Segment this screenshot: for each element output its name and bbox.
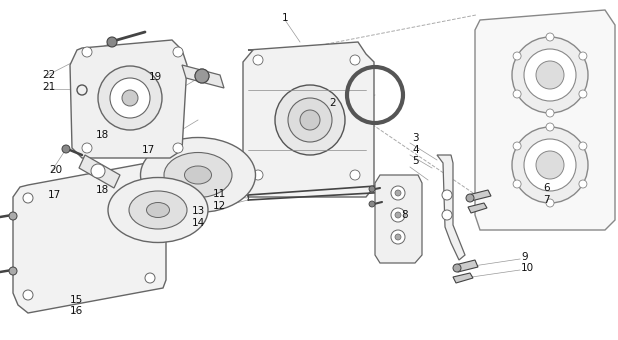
Text: 17: 17 [142, 145, 155, 155]
Circle shape [350, 55, 360, 65]
Circle shape [395, 190, 401, 196]
Text: 11: 11 [213, 189, 226, 199]
Text: 22: 22 [42, 70, 55, 80]
Circle shape [300, 110, 320, 130]
Circle shape [386, 182, 398, 194]
Text: 3: 3 [412, 133, 418, 143]
Circle shape [195, 69, 209, 83]
Circle shape [253, 170, 263, 180]
Text: 10: 10 [521, 263, 534, 273]
Circle shape [395, 212, 401, 218]
Circle shape [466, 194, 474, 202]
Polygon shape [455, 260, 478, 272]
Circle shape [513, 90, 521, 98]
Text: 12: 12 [213, 201, 226, 211]
Text: 8: 8 [401, 210, 408, 220]
Circle shape [453, 264, 461, 272]
Circle shape [9, 212, 17, 220]
Circle shape [391, 208, 405, 222]
Ellipse shape [146, 203, 169, 218]
Ellipse shape [185, 166, 211, 184]
Circle shape [536, 61, 564, 89]
Circle shape [82, 47, 92, 57]
Circle shape [546, 109, 554, 117]
Ellipse shape [140, 137, 255, 212]
Text: 2: 2 [329, 98, 336, 108]
Circle shape [546, 123, 554, 131]
Circle shape [524, 139, 576, 191]
Circle shape [546, 33, 554, 41]
Circle shape [9, 267, 17, 275]
Circle shape [512, 127, 588, 203]
Polygon shape [182, 65, 224, 88]
Polygon shape [13, 160, 166, 313]
Circle shape [253, 55, 263, 65]
Circle shape [536, 151, 564, 179]
Circle shape [513, 142, 521, 150]
Polygon shape [70, 40, 187, 158]
Circle shape [579, 52, 587, 60]
Text: 18: 18 [96, 130, 109, 140]
Circle shape [369, 186, 375, 192]
Circle shape [173, 143, 183, 153]
Circle shape [579, 90, 587, 98]
Circle shape [173, 47, 183, 57]
Text: 13: 13 [192, 206, 205, 216]
Circle shape [546, 199, 554, 207]
Ellipse shape [129, 191, 187, 229]
Circle shape [512, 37, 588, 113]
Polygon shape [375, 175, 422, 263]
Circle shape [275, 85, 345, 155]
Circle shape [524, 49, 576, 101]
Circle shape [442, 210, 452, 220]
Polygon shape [468, 190, 491, 201]
Text: 4: 4 [412, 145, 418, 155]
Text: 5: 5 [412, 156, 418, 166]
Text: 15: 15 [70, 295, 83, 305]
Text: 9: 9 [521, 252, 528, 262]
Polygon shape [243, 42, 374, 197]
Ellipse shape [108, 177, 208, 242]
Circle shape [23, 290, 33, 300]
Polygon shape [453, 273, 473, 283]
Text: 21: 21 [42, 82, 55, 92]
Circle shape [395, 234, 401, 240]
Circle shape [23, 193, 33, 203]
Circle shape [391, 186, 405, 200]
Polygon shape [468, 203, 487, 213]
Circle shape [110, 78, 150, 118]
Circle shape [442, 190, 452, 200]
Circle shape [145, 163, 155, 173]
Circle shape [350, 170, 360, 180]
Polygon shape [437, 155, 465, 260]
Polygon shape [475, 10, 615, 230]
Text: 1: 1 [282, 13, 289, 23]
Circle shape [391, 230, 405, 244]
Text: 17: 17 [48, 190, 61, 200]
Text: 7: 7 [543, 195, 549, 205]
Text: 16: 16 [70, 306, 83, 316]
Circle shape [145, 273, 155, 283]
Circle shape [107, 37, 117, 47]
Circle shape [195, 69, 209, 83]
Text: 6: 6 [543, 183, 549, 193]
Circle shape [369, 201, 375, 207]
Text: 19: 19 [149, 72, 163, 82]
Circle shape [62, 145, 70, 153]
Text: 20: 20 [49, 165, 62, 175]
Circle shape [513, 180, 521, 188]
Ellipse shape [164, 153, 232, 198]
Circle shape [513, 52, 521, 60]
Circle shape [91, 164, 105, 178]
Text: 18: 18 [96, 185, 109, 195]
Circle shape [82, 143, 92, 153]
Polygon shape [79, 155, 120, 188]
Circle shape [579, 142, 587, 150]
Circle shape [288, 98, 332, 142]
Circle shape [579, 180, 587, 188]
Circle shape [122, 90, 138, 106]
Circle shape [98, 66, 162, 130]
Text: 14: 14 [192, 218, 205, 228]
